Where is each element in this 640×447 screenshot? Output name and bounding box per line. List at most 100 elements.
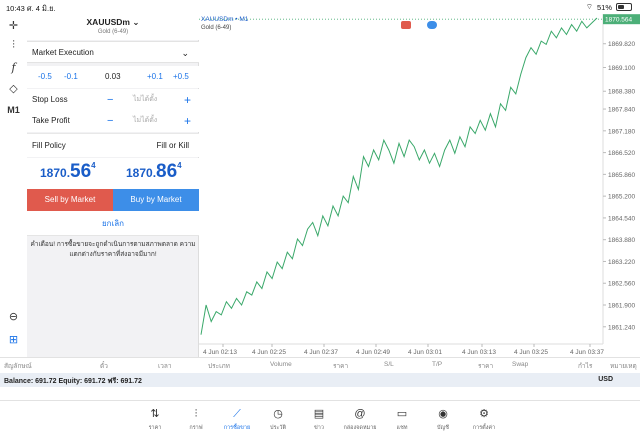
mailbox-icon: @ (354, 408, 366, 420)
take-profit-input[interactable]: ไม่ได้ตั้ง (133, 117, 158, 124)
column-header[interactable]: ตั๋ว (100, 363, 108, 370)
status-time: 10:43 ศ. 4 มิ.ย. (6, 4, 56, 13)
balance-text: Balance: 691.72 Equity: 691.72 ฟรี: 691.… (4, 378, 142, 385)
column-header[interactable]: T/P (432, 361, 443, 368)
volume-value[interactable]: 0.03 (105, 72, 121, 81)
cancel-button[interactable]: ยกเลิก (27, 211, 199, 236)
bid-price: 1870.564 (40, 161, 96, 182)
volume-minus-01[interactable]: -0.1 (64, 72, 78, 81)
current-price-badge (603, 14, 640, 25)
y-tick-label: 1861.900 (608, 303, 635, 310)
symbol-selector[interactable]: XAUUSDm ⌄ Gold (6-49) (27, 14, 199, 40)
chart-subtitle: Gold (6-49) (201, 25, 231, 31)
take-profit-minus[interactable]: − (107, 115, 114, 127)
take-profit-plus[interactable]: + (184, 114, 192, 128)
x-tick-label: 4 Jun 03:37 (570, 349, 604, 356)
y-tick-label: 1867.840 (608, 107, 635, 114)
column-header[interactable]: Volume (270, 361, 292, 368)
objects-icon[interactable]: ◇ (9, 83, 18, 95)
tab-mailbox[interactable]: @ กล่องจดหมาย (340, 407, 380, 432)
timeframe-button[interactable]: M1 (7, 104, 20, 115)
stop-loss-row: Stop Loss − ไม่ได้ตั้ง + (27, 89, 199, 111)
column-header[interactable]: ราคา (333, 363, 349, 370)
buy-button[interactable]: Buy by Market (113, 189, 199, 211)
tab-label: การซื้อขาย (223, 425, 251, 431)
history-icon: ◷ (273, 408, 283, 420)
symbol-description: Gold (6-49) (97, 29, 129, 35)
x-tick-label: 4 Jun 02:13 (203, 349, 237, 356)
price-display: 1870.564 1870.864 (27, 158, 199, 189)
stop-loss-input[interactable]: ไม่ได้ตั้ง (133, 96, 158, 103)
tab-settings[interactable]: ⚙ การตั้งค่า (464, 407, 504, 432)
tab-charts[interactable]: ⫶ กราฟ (176, 407, 216, 432)
tab-quotes[interactable]: ⇅ ราคา (135, 407, 175, 432)
tab-label: ราคา (148, 425, 162, 431)
tab-chat[interactable]: ▭ แชท (382, 407, 422, 432)
tab-label: กราฟ (189, 425, 203, 431)
tab-history[interactable]: ◷ ประวัติ (258, 407, 298, 432)
chart-svg: 1869.820 1869.100 1868.380 1867.840 1867.180… (199, 14, 640, 356)
trade-icon: ⟋ (233, 408, 241, 420)
sell-button[interactable]: Sell by Market (27, 189, 113, 211)
indicators-icon[interactable]: f (11, 61, 16, 74)
y-tick-label: 1863.880 (608, 237, 635, 244)
tab-accounts[interactable]: ◉ บัญชี (423, 407, 463, 432)
y-tick-label: 1862.560 (608, 281, 635, 288)
volume-plus-01[interactable]: +0.1 (147, 72, 163, 81)
left-toolbar: ✛ ⫶ f ◇ M1 ⊖ ⊞ (0, 14, 27, 357)
new-order-icon[interactable]: ⊞ (8, 334, 19, 346)
tab-news[interactable]: ▤ ข่าว (299, 407, 339, 432)
tab-label: บัญชี (437, 425, 449, 431)
one-click-buy-icon (427, 21, 437, 29)
column-header[interactable]: ราคา (478, 363, 494, 370)
symbol-name: XAUUSDm ⌄ (86, 17, 140, 27)
volume-stepper: -0.5 -0.1 0.03 +0.1 +0.5 (27, 66, 199, 88)
take-profit-row: Take Profit − ไม่ได้ตั้ง + (27, 110, 199, 132)
y-tick-label: 1865.200 (608, 194, 635, 201)
y-tick-label: 1869.820 (608, 41, 635, 48)
x-tick-label: 4 Jun 03:01 (408, 349, 442, 356)
execution-select[interactable]: Market Execution ⌄ (27, 41, 199, 63)
zoom-icon[interactable]: ⊖ (8, 311, 19, 323)
column-header[interactable]: สัญลักษณ์ (4, 363, 32, 370)
stop-loss-minus[interactable]: − (107, 94, 114, 106)
fill-policy-row[interactable]: Fill Policy Fill or Kill (27, 133, 199, 157)
y-tick-label: 1866.520 (608, 150, 635, 157)
y-tick-label: 1865.860 (608, 172, 635, 179)
candlestick-icon[interactable]: ⫶ (12, 39, 15, 51)
balance-bar: Balance: 691.72 Equity: 691.72 ฟรี: 691.… (0, 373, 640, 387)
take-profit-label: Take Profit (32, 116, 70, 125)
volume-minus-05[interactable]: -0.5 (38, 72, 52, 81)
volume-plus-05[interactable]: +0.5 (173, 72, 189, 81)
chat-icon: ▭ (396, 408, 408, 420)
settings-icon: ⚙ (479, 408, 489, 420)
column-header[interactable]: กำไร (578, 363, 593, 370)
y-tick-label: 1861.240 (608, 324, 635, 331)
x-tick-label: 4 Jun 02:37 (304, 349, 338, 356)
tab-trade[interactable]: ⟋ การซื้อขาย (217, 407, 257, 432)
tab-label: ข่าว (314, 425, 324, 431)
order-panel: XAUUSDm ⌄ Gold (6-49) Market Execution ⌄… (27, 14, 199, 357)
price-chart[interactable]: 1869.820 1869.100 1868.380 1867.840 1867.180… (199, 14, 640, 357)
account-icon: ◉ (438, 408, 448, 420)
column-header[interactable]: S/L (384, 361, 394, 368)
column-header[interactable]: เวลา (158, 363, 172, 370)
tab-label: แชท (396, 425, 408, 431)
execution-label: Market Execution (32, 48, 94, 57)
fill-policy-label: Fill Policy (32, 141, 66, 150)
y-tick-label: 1869.100 (608, 65, 635, 72)
balance-currency: USD (598, 376, 613, 383)
crosshair-icon[interactable]: ✛ (8, 20, 19, 32)
x-tick-label: 4 Jun 02:49 (356, 349, 390, 356)
column-header[interactable]: Swap (512, 361, 529, 368)
one-click-sell-icon (401, 21, 411, 29)
trade-table-header: สัญลักษณ์ ตั๋ว เวลา ประเภท Volume ราคา S/L T/P ร… (0, 357, 640, 371)
stop-loss-plus[interactable]: + (184, 93, 192, 107)
y-tick-label: 1864.540 (608, 215, 635, 222)
column-header[interactable]: หมายเหตุ (610, 363, 637, 370)
warning-text: คำเตือน! การซื้อขายจะถูกดำเนินการตามสภาพ… (30, 241, 196, 258)
column-header[interactable]: ประเภท (208, 363, 230, 370)
fill-policy-value: Fill or Kill (156, 141, 189, 150)
chart-title: XAUUSDm • M1 (201, 16, 249, 23)
current-price-label: 1870.564 (605, 17, 632, 24)
